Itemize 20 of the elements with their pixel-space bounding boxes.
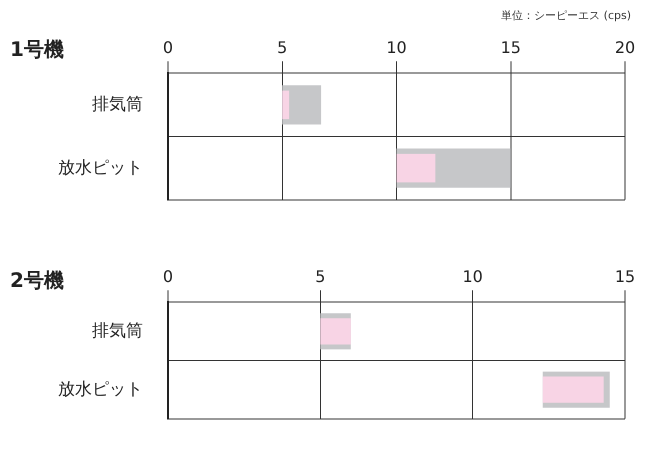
bar	[282, 90, 290, 120]
x-tick-label: 10	[462, 266, 483, 286]
x-tick-label: 5	[315, 266, 326, 286]
bar	[320, 318, 351, 344]
text: 単位：シーピーエス (cps)	[501, 8, 631, 23]
chart-title: 2号機	[10, 267, 64, 294]
x-tick-label: 0	[162, 38, 174, 57]
x-tick-label: 15	[500, 38, 521, 57]
x-tick-label: 0	[162, 266, 174, 286]
x-tick-label: 20	[614, 38, 636, 57]
y-tick-label: 排気筒	[92, 321, 143, 340]
bar	[396, 154, 436, 182]
chart-title: 1号機	[10, 36, 64, 63]
y-tick-label: 放水ピット	[58, 379, 143, 398]
bar	[542, 376, 604, 403]
x-tick-label: 10	[386, 38, 407, 57]
y-tick-label: 放水ピット	[58, 158, 143, 177]
x-tick-label: 15	[614, 266, 636, 286]
x-tick-label: 5	[277, 38, 288, 57]
y-tick-label: 排気筒	[92, 94, 143, 114]
